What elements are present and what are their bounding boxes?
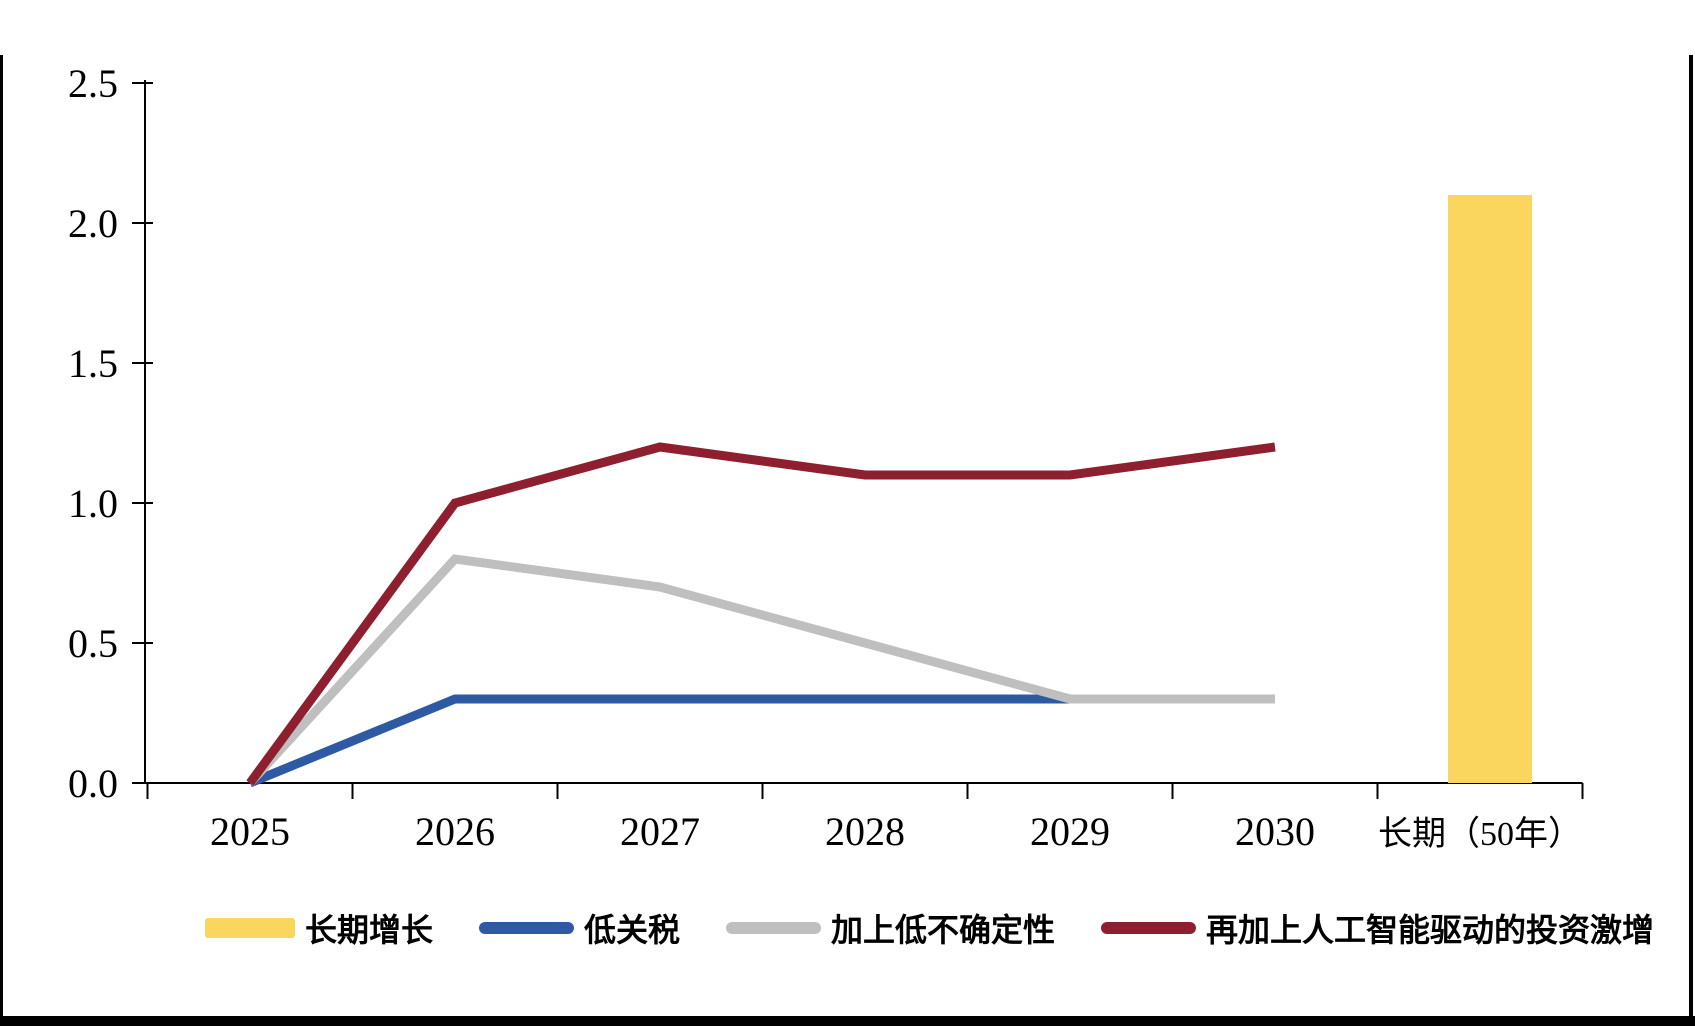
line-swatch-icon [1101, 922, 1197, 934]
y-tick-label: 0.5 [68, 621, 118, 666]
legend-label-plus-ai-investment-surge: 再加上人工智能驱动的投资激增 [1206, 912, 1655, 948]
legend-item-long-term-growth: 长期增长 [205, 905, 433, 951]
y-tick-label: 0.0 [68, 761, 118, 806]
line-swatch-icon [479, 922, 575, 934]
y-tick-label: 2.0 [68, 201, 118, 246]
x-tick-label: 2025 [210, 809, 290, 854]
frame-left-border [0, 55, 3, 1018]
x-tick-label: 长期（50年） [1378, 815, 1582, 853]
x-tick-label: 2029 [1030, 809, 1110, 854]
line-swatch-icon [726, 922, 822, 934]
line-plus-ai-investment-surge [246, 442, 1276, 786]
y-tick-label: 1.5 [68, 341, 118, 386]
legend-label-long-term-growth: 长期增长 [305, 912, 434, 948]
x-tick-label: 2027 [620, 809, 700, 854]
legend-label-low-tariff: 低关税 [584, 912, 681, 948]
x-tick-label: 2028 [825, 809, 905, 854]
legend-item-plus-low-uncertainty: 加上低不确定性 [726, 905, 1055, 951]
line-low-tariff [248, 694, 1070, 788]
line-plus-low-uncertainty [246, 554, 1275, 787]
frame-bottom-border [0, 1016, 1695, 1026]
legend: 长期增长 低关税 加上低不确定性 再加上人工智能驱动的投资激增 [205, 903, 1654, 953]
legend-item-low-tariff: 低关税 [479, 905, 680, 951]
bar-swatch-icon [205, 918, 295, 938]
frame-right-border [1689, 55, 1693, 1018]
legend-label-plus-low-uncertainty: 加上低不确定性 [831, 912, 1056, 948]
x-tick-label: 2026 [415, 809, 495, 854]
y-tick-label: 2.5 [68, 61, 118, 106]
x-tick-label: 2030 [1235, 809, 1315, 854]
bar-long-term-growth [1448, 195, 1532, 783]
legend-item-plus-ai-investment-surge: 再加上人工智能驱动的投资激增 [1101, 905, 1654, 951]
y-tick-label: 1.0 [68, 481, 118, 526]
